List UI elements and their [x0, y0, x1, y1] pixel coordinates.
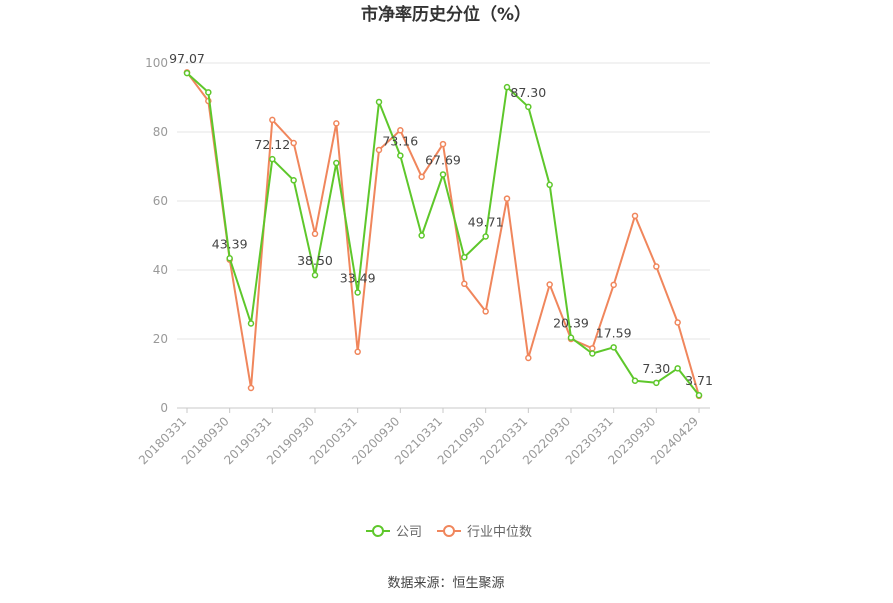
data-point	[439, 171, 447, 178]
data-point	[205, 89, 212, 96]
data-label: 17.59	[596, 325, 632, 340]
data-point	[525, 103, 532, 111]
data-point	[674, 319, 681, 326]
data-point	[674, 365, 681, 372]
data-point	[269, 116, 276, 124]
data-label: 38.50	[297, 253, 333, 268]
data-point	[482, 233, 489, 240]
series-company	[183, 69, 703, 399]
legend-item-company[interactable]: 公司	[366, 525, 422, 540]
data-point	[311, 271, 319, 279]
data-point	[653, 379, 660, 387]
data-point	[503, 83, 511, 91]
data-label: 33.49	[340, 270, 376, 285]
data-label: 97.07	[169, 51, 205, 66]
y-tick-label: 0	[160, 401, 168, 415]
data-source: 数据来源：恒生聚源	[387, 576, 504, 591]
data-point	[226, 255, 233, 262]
data-point	[589, 345, 596, 352]
legend-label: 行业中位数	[467, 525, 532, 540]
data-point	[567, 334, 575, 341]
data-point	[311, 230, 319, 238]
data-point	[333, 159, 340, 167]
data-label: 49.71	[468, 215, 504, 230]
x-axis: 2018033120180930201903312019093020200331…	[136, 407, 710, 467]
data-point	[461, 280, 468, 288]
data-point	[610, 344, 617, 351]
chart-title: 市净率历史分位（%）	[361, 4, 531, 25]
data-point	[333, 120, 340, 127]
data-point	[461, 253, 468, 261]
data-point	[546, 281, 553, 288]
data-label: 67.69	[425, 152, 461, 167]
y-tick-label: 20	[153, 332, 168, 346]
legend: 公司 行业中位数	[366, 525, 532, 540]
data-point	[439, 140, 447, 148]
data-point	[183, 69, 191, 77]
data-point	[354, 289, 361, 296]
data-point	[653, 263, 660, 270]
data-point	[247, 320, 255, 327]
data-label: 43.39	[212, 236, 248, 251]
data-label: 73.16	[382, 134, 418, 149]
data-point	[631, 212, 639, 220]
series-line	[186, 71, 700, 397]
grid-lines	[177, 62, 710, 340]
data-label: 72.12	[254, 137, 290, 152]
data-label: 87.30	[510, 85, 546, 100]
y-tick-label: 100	[145, 56, 168, 70]
y-tick-label: 40	[153, 263, 168, 277]
legend-marker-icon	[443, 525, 455, 537]
data-label: 7.30	[642, 361, 670, 376]
data-point	[290, 177, 297, 184]
data-point	[631, 377, 639, 384]
data-label: 3.71	[685, 373, 713, 388]
data-point	[695, 391, 703, 399]
data-point	[418, 173, 425, 181]
data-point	[589, 350, 596, 357]
legend-label: 公司	[396, 525, 422, 540]
data-point	[503, 195, 511, 202]
data-point	[397, 127, 404, 134]
data-point	[418, 232, 425, 239]
data-point	[482, 308, 489, 315]
y-tick-label: 80	[153, 125, 168, 139]
data-point	[290, 139, 297, 147]
y-axis: 0 20 40 60 80 100	[145, 56, 168, 415]
data-point	[397, 152, 404, 159]
data-label: 20.39	[553, 316, 589, 331]
data-point	[375, 98, 383, 106]
data-point	[269, 155, 276, 163]
legend-marker-icon	[372, 525, 384, 537]
y-tick-label: 60	[153, 194, 168, 208]
data-point	[525, 354, 532, 362]
data-point	[247, 384, 255, 392]
series-layer	[183, 69, 703, 400]
data-labels: 97.07 43.39 72.12 38.50 33.49 73.16 67.69 49.71…	[169, 51, 713, 388]
legend-item-industry-median[interactable]: 行业中位数	[437, 525, 532, 540]
data-point	[354, 348, 361, 356]
data-point	[546, 181, 553, 189]
data-point	[610, 281, 617, 289]
data-point	[375, 146, 383, 154]
